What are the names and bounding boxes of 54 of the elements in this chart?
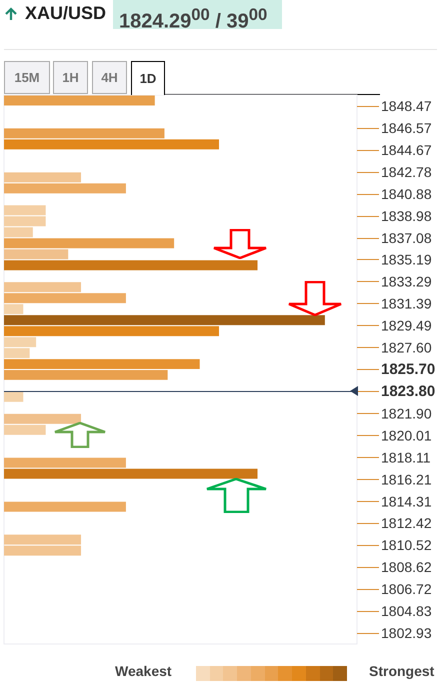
bar	[4, 315, 325, 326]
y-tick-label: 1833.29	[381, 274, 432, 290]
y-tick-label: 1827.60	[381, 340, 432, 356]
y-tick-label: 1810.52	[381, 537, 432, 554]
bar	[4, 183, 126, 194]
bar	[4, 458, 126, 468]
y-tick-label: 1818.11	[381, 449, 431, 466]
text: Weakest	[115, 663, 172, 679]
bar	[4, 260, 258, 270]
bar	[4, 424, 46, 435]
bar	[4, 370, 168, 380]
bar	[4, 128, 164, 138]
y-tick-label: 1846.57	[381, 120, 432, 136]
y-tick-label: 1806.72	[381, 581, 432, 598]
y-tick-label: 1802.93	[381, 625, 432, 642]
y-tick-label: 1821.90	[381, 405, 432, 422]
y-tick-label: 1838.98	[381, 208, 432, 224]
bar	[4, 502, 126, 512]
text: 15M	[4, 61, 50, 94]
y-tick-label: 1816.21	[381, 471, 432, 488]
y-tick-label: 1823.80	[381, 382, 436, 400]
y-tick-label: 1820.01	[381, 427, 432, 444]
bar	[4, 282, 82, 292]
y-tick-label: 1808.62	[381, 559, 432, 576]
y-tick-label: 1840.88	[381, 186, 432, 202]
bar	[4, 304, 24, 314]
bar	[4, 468, 258, 479]
y-tick-label: 1829.49	[381, 318, 432, 334]
y-tick-label: 1842.78	[381, 164, 432, 180]
chart-subtitle: 1824.29$^{00}$ / 39$^{00}$	[118, 4, 268, 33]
bar	[4, 172, 82, 182]
text: 1H	[53, 61, 88, 94]
y-tick-label: 1835.19	[381, 252, 432, 268]
bar	[4, 414, 82, 424]
y-tick-label: 1837.08	[381, 230, 432, 246]
y-tick-label: 1804.83	[381, 603, 432, 620]
bar	[4, 139, 220, 150]
y-tick-label: 1844.67	[381, 142, 432, 158]
bar	[4, 359, 200, 370]
text: 1D	[131, 61, 165, 95]
bar	[4, 96, 155, 106]
y-tick-label: 1825.70	[381, 361, 436, 378]
bar	[4, 326, 220, 336]
y-tick-label: 1831.39	[381, 296, 432, 312]
y-tick-label: 1812.42	[381, 515, 432, 532]
chart-title: XAU/USD	[25, 3, 106, 24]
bar	[4, 238, 174, 248]
text: Strongest	[369, 663, 434, 679]
bar	[4, 392, 24, 402]
y-tick-label: 1848.47	[381, 98, 432, 114]
bar	[4, 249, 68, 260]
y-tick-label: 1814.31	[381, 493, 432, 510]
bar	[4, 293, 126, 304]
text: 4H	[92, 61, 127, 94]
